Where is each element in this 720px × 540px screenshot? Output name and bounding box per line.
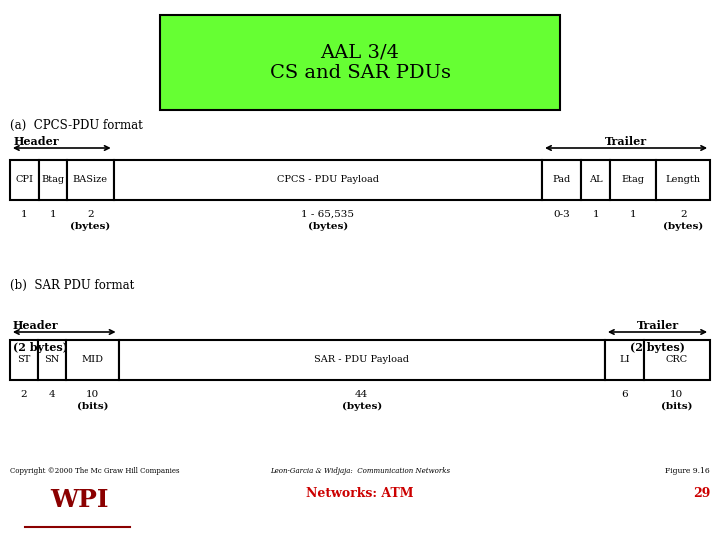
Bar xyxy=(114,160,542,200)
Text: LI: LI xyxy=(619,355,629,364)
Text: SN: SN xyxy=(45,355,60,364)
Bar xyxy=(542,160,582,200)
Text: Leon-Garcia & Widjaja:  Communication Networks: Leon-Garcia & Widjaja: Communication Net… xyxy=(270,467,450,475)
Text: AAL 3/4
CS and SAR PDUs: AAL 3/4 CS and SAR PDUs xyxy=(269,43,451,82)
Text: (bytes): (bytes) xyxy=(307,222,348,231)
Bar xyxy=(605,340,644,380)
Text: 1: 1 xyxy=(50,210,56,219)
Text: 29: 29 xyxy=(693,487,710,500)
Text: Figure 9.16: Figure 9.16 xyxy=(665,467,710,475)
Text: Trailer: Trailer xyxy=(605,136,647,147)
Text: MID: MID xyxy=(81,355,103,364)
Text: 0-3: 0-3 xyxy=(554,210,570,219)
Text: CPCS - PDU Payload: CPCS - PDU Payload xyxy=(277,176,379,185)
Text: (bytes): (bytes) xyxy=(341,402,382,411)
Text: 2: 2 xyxy=(21,390,27,399)
Text: (2 bytes): (2 bytes) xyxy=(13,342,68,353)
Text: 1 - 65,535: 1 - 65,535 xyxy=(302,210,354,219)
Text: Btag: Btag xyxy=(41,176,64,185)
Text: (b)  SAR PDU format: (b) SAR PDU format xyxy=(10,279,134,292)
Text: (2 bytes): (2 bytes) xyxy=(630,342,685,353)
Text: 10: 10 xyxy=(86,390,99,399)
Text: 6: 6 xyxy=(621,390,628,399)
Text: Etag: Etag xyxy=(621,176,644,185)
Bar xyxy=(38,340,66,380)
Text: Networks: ATM: Networks: ATM xyxy=(306,487,414,500)
Text: 1: 1 xyxy=(630,210,636,219)
Text: Header: Header xyxy=(13,320,58,331)
Text: (bits): (bits) xyxy=(76,402,108,411)
Bar xyxy=(39,160,67,200)
Bar xyxy=(66,340,119,380)
Text: (bits): (bits) xyxy=(661,402,693,411)
Text: CRC: CRC xyxy=(666,355,688,364)
Text: Header: Header xyxy=(14,136,60,147)
Text: Pad: Pad xyxy=(553,176,571,185)
Bar xyxy=(610,160,657,200)
Text: (a)  CPCS-PDU format: (a) CPCS-PDU format xyxy=(10,118,143,132)
Text: 2: 2 xyxy=(87,210,94,219)
Text: 1: 1 xyxy=(21,210,27,219)
Text: BASize: BASize xyxy=(73,176,108,185)
Text: 2: 2 xyxy=(680,210,687,219)
Text: WPI: WPI xyxy=(50,488,109,512)
Text: ST: ST xyxy=(17,355,31,364)
Text: (bytes): (bytes) xyxy=(71,222,110,231)
Bar xyxy=(160,15,560,110)
Text: (bytes): (bytes) xyxy=(663,222,703,231)
Text: Length: Length xyxy=(666,176,701,185)
Bar xyxy=(10,160,39,200)
Text: 10: 10 xyxy=(670,390,683,399)
Bar xyxy=(657,160,710,200)
Text: CPI: CPI xyxy=(15,176,33,185)
Text: AL: AL xyxy=(589,176,603,185)
Text: Copyright ©2000 The Mc Graw Hill Companies: Copyright ©2000 The Mc Graw Hill Compani… xyxy=(10,467,179,475)
Text: 4: 4 xyxy=(49,390,55,399)
Text: SAR - PDU Payload: SAR - PDU Payload xyxy=(314,355,409,364)
Text: 1: 1 xyxy=(593,210,599,219)
Bar xyxy=(644,340,710,380)
Bar xyxy=(119,340,605,380)
Bar xyxy=(582,160,610,200)
Bar xyxy=(10,340,38,380)
Text: Trailer: Trailer xyxy=(636,320,678,331)
Bar xyxy=(67,160,114,200)
Text: 44: 44 xyxy=(355,390,369,399)
